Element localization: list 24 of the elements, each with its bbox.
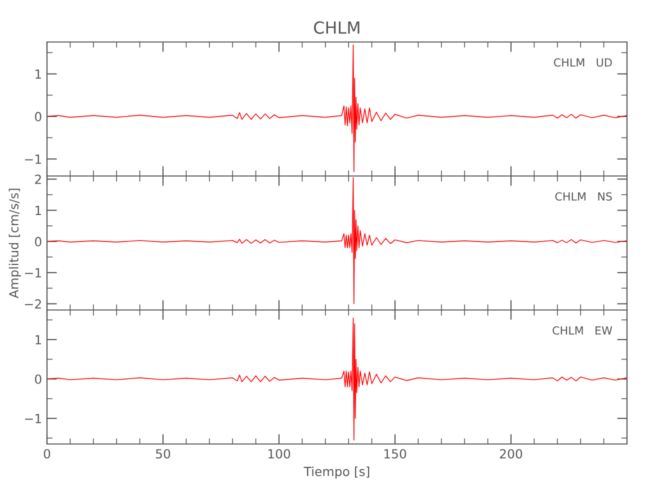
x-tick-label: 0 — [44, 449, 50, 459]
y-tick-label: 1 — [36, 70, 41, 79]
x-tick-label: 200 — [500, 449, 522, 459]
x-axis-title: Tiempo [s] — [304, 466, 370, 479]
y-tick-label: 0 — [35, 374, 42, 384]
chart-title: CHLM — [314, 21, 360, 34]
annotation: CHLM UD — [554, 58, 612, 67]
y-tick-label: 0 — [35, 236, 42, 246]
y-tick-label: −2 — [25, 299, 41, 309]
y-tick-label: 1 — [36, 206, 41, 216]
x-tick-label: 50 — [156, 449, 170, 459]
annotation: CHLM EW — [552, 326, 612, 335]
y-tick-label: −1 — [25, 268, 41, 278]
y-tick-label: −1 — [25, 154, 41, 164]
line-series — [47, 317, 627, 440]
y-axis-title: Amplitud [cm/s/s] — [8, 188, 21, 298]
y-tick-label: 0 — [35, 112, 42, 122]
y-tick-label: 2 — [35, 174, 41, 184]
x-tick-label: 100 — [268, 449, 290, 459]
y-tick-label: −1 — [25, 414, 41, 424]
line-series — [47, 44, 627, 172]
annotation: CHLM NS — [555, 192, 612, 201]
y-tick-label: 1 — [36, 335, 41, 344]
x-tick-label: 150 — [384, 449, 406, 459]
